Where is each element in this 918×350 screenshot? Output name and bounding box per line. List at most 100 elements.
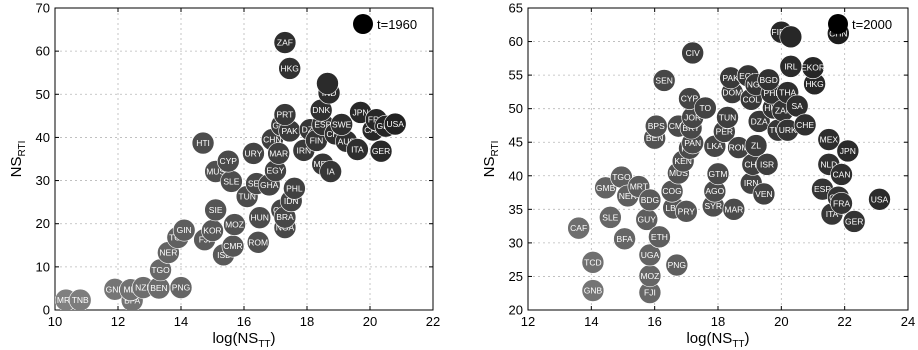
data-point-label: MOZ xyxy=(225,220,244,230)
y-tick-label: 60 xyxy=(36,44,50,59)
data-point xyxy=(817,128,841,151)
data-point-label: NLD xyxy=(820,159,837,169)
data-point-label: THA xyxy=(779,88,796,98)
data-point-label: GIN xyxy=(177,225,192,235)
data-point-label: GHA xyxy=(260,180,279,190)
data-point xyxy=(581,251,605,274)
scatter-panel-1960: 10 12 14 16 18 20 22010203040506070log(NSTT)NS… xyxy=(8,1,440,350)
data-point-label: GNB xyxy=(584,286,603,296)
data-point xyxy=(716,106,739,129)
data-point xyxy=(706,162,730,186)
data-point-label: EGY xyxy=(267,166,285,176)
data-point-label: AGO xyxy=(705,186,724,196)
data-point-label: JPN xyxy=(353,107,369,117)
data-point-label: TNB xyxy=(72,295,89,305)
data-point-label: SA xyxy=(791,101,803,111)
x-tick-label: 12 xyxy=(521,314,535,329)
data-point-label: DZA xyxy=(302,125,319,135)
data-point xyxy=(216,149,240,173)
data-point-label: PRT xyxy=(277,110,294,120)
data-point-label: BDG xyxy=(641,195,659,205)
data-point-label: JPN xyxy=(840,146,856,156)
data-point xyxy=(752,182,776,206)
data-point xyxy=(755,153,779,176)
data-point-label: TGO xyxy=(151,265,170,275)
data-point-label: NER xyxy=(159,248,177,258)
data-point-label: CAF xyxy=(570,223,587,233)
data-point xyxy=(278,57,301,80)
data-point-label: PER xyxy=(716,126,733,136)
data-point-label: FRA xyxy=(833,198,850,208)
y-tick-label: 55 xyxy=(509,68,523,83)
data-point-label: ZL xyxy=(751,141,761,151)
data-point-label: TGO xyxy=(612,172,631,182)
data-point-label: BEN xyxy=(150,283,167,293)
points-group: GNB CAF TCD SLE GMB BFA TGO FJI NER MOZ UGA MRT GUY B… xyxy=(567,20,891,304)
data-point-label: EGY xyxy=(739,71,757,81)
data-point-label: GNB xyxy=(106,284,125,294)
data-point-label: URK xyxy=(779,125,797,135)
data-point-label: BRA xyxy=(276,212,294,222)
x-tick-label: 20 xyxy=(774,314,788,329)
y-tick-label: 35 xyxy=(509,202,523,217)
data-point-label: NGA xyxy=(747,80,766,90)
data-point-label: CYP xyxy=(220,156,238,166)
data-point-label: HKG xyxy=(280,63,298,73)
y-tick-label: 50 xyxy=(36,87,50,102)
data-point-label: TCD xyxy=(584,257,601,267)
data-point xyxy=(779,25,803,49)
data-point-label: CYP xyxy=(681,94,699,104)
data-point-label: CHL xyxy=(744,159,761,169)
data-point-label: ISR xyxy=(760,159,774,169)
data-point xyxy=(267,142,290,165)
data-point-label: CHE xyxy=(796,120,814,130)
y-tick-label: 40 xyxy=(36,130,50,145)
data-point-label: IRL xyxy=(784,61,798,71)
x-tick-label: 20 xyxy=(363,314,377,329)
x-tick-label: 16 xyxy=(647,314,661,329)
data-point xyxy=(665,253,689,277)
data-point-label: FIN xyxy=(310,135,324,145)
data-point xyxy=(369,139,393,163)
data-point-label: ZAF xyxy=(775,106,791,116)
scatter-panel-2000: 12 14 16 18 20 22 24 20 25 30 35 40 45 50 55 60 65 log(NS… xyxy=(481,1,915,350)
data-point-label: SIE xyxy=(209,205,223,215)
data-point xyxy=(744,134,768,157)
data-point-label: IRN xyxy=(744,178,759,188)
data-point-label: HUN xyxy=(251,213,269,223)
data-point-label: SEN xyxy=(248,179,265,189)
data-point xyxy=(594,176,617,200)
y-tick-label: 70 xyxy=(36,1,50,16)
data-point-label: PNG xyxy=(668,260,686,270)
data-point xyxy=(830,163,853,186)
x-tick-label: 24 xyxy=(901,314,915,329)
legend-label: t=2000 xyxy=(852,17,892,32)
data-point-label: SEN xyxy=(655,75,672,85)
data-point xyxy=(694,96,717,120)
data-point-label: TO xyxy=(700,103,712,113)
data-point xyxy=(248,206,272,229)
data-point xyxy=(169,276,193,299)
data-point-label: CHN xyxy=(263,135,281,145)
data-point-label: IRN xyxy=(297,145,312,155)
data-point-label: EKOR xyxy=(801,63,825,73)
x-axis-label: log(NSTT) xyxy=(212,330,275,350)
data-point xyxy=(581,279,605,302)
data-point-label: ROM xyxy=(248,237,268,247)
data-point xyxy=(204,198,227,222)
data-point-label: KOR xyxy=(203,226,221,236)
y-tick-label: 30 xyxy=(36,173,50,188)
data-point xyxy=(191,131,215,155)
data-point-label: USA xyxy=(871,194,889,204)
data-point xyxy=(567,216,590,240)
data-point-label: ITA xyxy=(826,209,839,219)
data-point-label: IDN xyxy=(284,196,299,206)
data-point xyxy=(830,191,853,215)
data-point-label: CIV xyxy=(686,48,701,58)
x-tick-label: 10 xyxy=(48,314,62,329)
data-point-label: ITA xyxy=(351,145,364,155)
data-point xyxy=(648,225,671,249)
data-point-label: CAN xyxy=(833,169,851,179)
points-group: MRTTNBGNBBFAMLINZLBENTGOPNGNERTCDGINFJIK… xyxy=(55,31,407,310)
